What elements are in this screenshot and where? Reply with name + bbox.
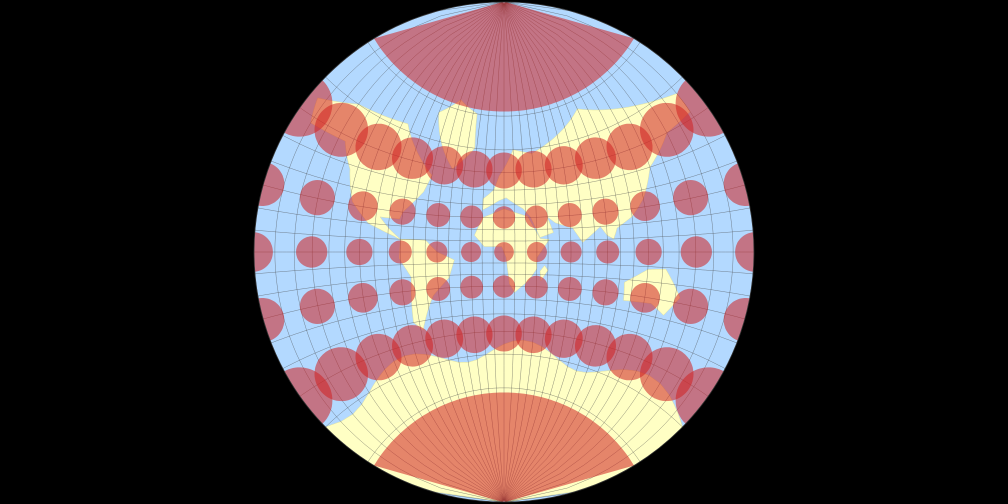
tissot-circle (544, 146, 583, 185)
tissot-circle (314, 347, 368, 402)
tissot-circle (596, 240, 620, 264)
tissot-circle (486, 152, 522, 189)
tissot-circle (494, 242, 514, 262)
tissot-circle (575, 325, 616, 367)
tissot-circle (426, 241, 448, 263)
tissot-circle (735, 232, 754, 272)
tissot-circle (355, 123, 402, 171)
tissot-circle (557, 203, 582, 227)
tissot-circle (461, 242, 481, 262)
tissot-circle (348, 283, 378, 313)
tissot-circle (426, 203, 451, 227)
tissot-circle (299, 180, 335, 216)
tissot-circle (630, 191, 660, 221)
parallel (271, 298, 737, 344)
tissot-circle (525, 205, 548, 229)
parallel (282, 135, 726, 191)
tissot-circle (515, 150, 552, 188)
parallel (257, 273, 751, 297)
tissot-circle (348, 191, 378, 221)
parallel (325, 353, 683, 428)
tissot-circle (425, 319, 464, 358)
parallel (367, 387, 641, 462)
tissot-circle (456, 150, 493, 188)
tissot-circle (355, 333, 402, 381)
parallel (254, 229, 754, 242)
parallel (325, 76, 683, 151)
tissot-circle (346, 238, 373, 266)
tissot-circle (630, 283, 660, 313)
tissot-circle (388, 240, 412, 264)
tissot-circle (299, 288, 335, 324)
polar-cap (374, 2, 634, 112)
tissot-circle (460, 205, 483, 229)
parallel (271, 160, 737, 206)
tissot-circle (544, 319, 583, 358)
tissot-circle (492, 275, 516, 298)
tissot-circle (673, 288, 709, 324)
tissot-circle (557, 277, 582, 301)
tissot-circle (392, 325, 433, 367)
parallel (254, 262, 754, 275)
tissot-circle (296, 236, 328, 268)
disc-outline (253, 1, 755, 503)
tissot-circle (592, 198, 619, 225)
tissot-circle (515, 316, 552, 354)
tissot-circle (575, 137, 616, 179)
tissot-circle (460, 275, 483, 299)
parallel (282, 313, 726, 369)
tissot-circle (673, 180, 709, 216)
tissot-circle (426, 277, 451, 301)
tissot-circle (635, 238, 662, 266)
tissot-circle (486, 315, 522, 352)
tissot-circle (392, 137, 433, 179)
tissot-circle (492, 206, 516, 229)
tissot-circle (527, 242, 547, 262)
parallel (257, 207, 751, 231)
tissot-circle (425, 146, 464, 185)
parallel (367, 42, 641, 117)
tissot-circle (254, 232, 273, 272)
tissot-circle (525, 275, 548, 299)
tissot-circle (389, 279, 416, 306)
polar-cap (374, 392, 634, 502)
tissot-circle (456, 316, 493, 354)
tissot-circle (389, 198, 416, 225)
tissot-circle (560, 241, 582, 263)
tissot-circle (680, 236, 712, 268)
tissot-circle (592, 279, 619, 306)
tissot-layer (254, 2, 754, 502)
tissot-circle (314, 102, 368, 157)
